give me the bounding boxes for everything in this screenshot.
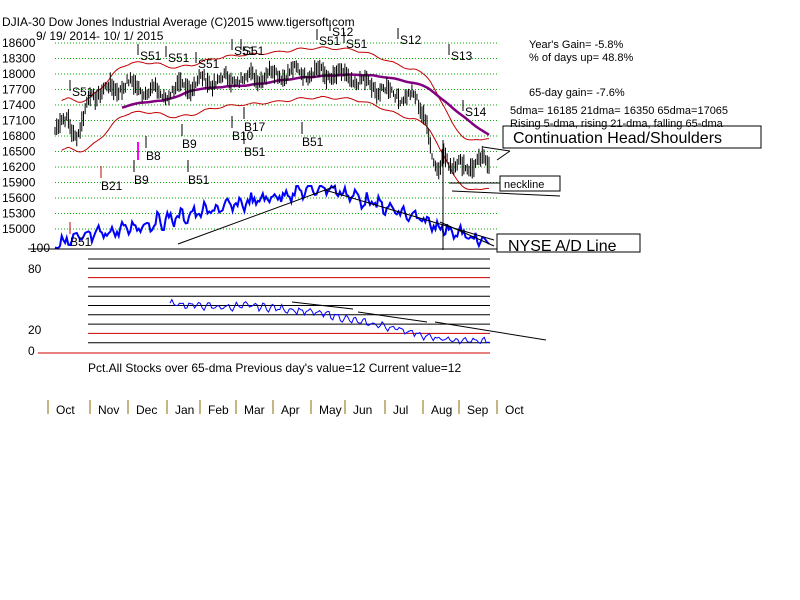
buy-signal-label: B51	[302, 135, 324, 149]
price-tick-label: 15300	[2, 207, 36, 221]
pct-trend-b	[357, 311, 428, 323]
month-label: Mar	[244, 403, 265, 417]
buy-signal-label: B51	[244, 145, 266, 159]
pattern-callout-box	[502, 125, 762, 149]
pct-trend-a	[291, 301, 354, 310]
ad-lower-line	[439, 221, 495, 247]
buy-signal-label: B51	[70, 235, 92, 249]
sell-signal-label: S14	[465, 105, 487, 119]
price-bars	[54, 59, 490, 180]
sell-signal-label: S51	[72, 85, 94, 99]
price-bottom-label: 100	[30, 241, 50, 255]
lower-callout-line	[451, 190, 561, 197]
month-axis: Oct Nov Dec Jan Feb Mar Apr May Jun Jul Aug Sep Oct	[47, 400, 524, 417]
month-label: May	[319, 403, 342, 417]
pattern-callout-text: Continuation Head/Shoulders	[513, 130, 722, 147]
lower-tick-label: 0	[28, 344, 35, 358]
sell-signal-label: S51	[319, 34, 341, 48]
price-tick-label: 17400	[2, 98, 36, 112]
month-label: Jul	[393, 403, 408, 417]
date-range: 9/ 19/ 2014- 10/ 1/ 2015	[36, 29, 164, 43]
month-label: Jun	[353, 403, 372, 417]
sell-signal-label: S13	[451, 49, 473, 63]
price-tick-label: 15600	[2, 191, 36, 205]
price-tick-label: 18300	[2, 52, 36, 66]
sell-signal-label: S51	[198, 57, 220, 71]
month-label: Nov	[98, 403, 119, 417]
sell-signal-label: S51	[140, 49, 162, 63]
upper-band-line	[61, 46, 489, 141]
pct-trend-c	[434, 321, 547, 341]
buy-signal-label: B9	[134, 173, 149, 187]
buy-signal-label: B17	[244, 120, 266, 134]
month-label: Sep	[467, 403, 489, 417]
ad-uptrend-line	[177, 185, 337, 245]
head-shoulder-line-b	[496, 150, 511, 161]
ad-downtrend-line	[324, 189, 495, 241]
lower-band-line	[61, 96, 489, 191]
neckline-label: neckline	[504, 179, 544, 191]
gain-65day: 65-day gain= -7.6%	[529, 87, 625, 99]
buy-signal-label: B51	[188, 173, 210, 187]
month-label: Oct	[505, 403, 524, 417]
dma-values: 5dma= 16185 21dma= 16350 65dma=17065	[510, 105, 728, 117]
ad-line	[54, 183, 490, 249]
price-tick-label: 16500	[2, 145, 36, 159]
chart-title: DJIA-30 Dow Jones Industrial Average (C)…	[2, 15, 355, 29]
buy-signal-label: B21	[101, 179, 123, 193]
lower-tick-label: 80	[28, 262, 42, 276]
buy-signal-label: B10	[232, 129, 254, 143]
sell-signal-label: S12	[400, 33, 422, 47]
sell-signal-label: S51	[346, 37, 368, 51]
sell-signal-label: S51	[243, 44, 265, 58]
month-label: Aug	[431, 403, 452, 417]
price-tick-label: 16800	[2, 129, 36, 143]
price-tick-label: 16200	[2, 160, 36, 174]
lower-axis: 80 20 0	[28, 262, 42, 358]
lower-panel: 80 20 0 Pct.All Stocks over 65-dma Previou…	[28, 258, 547, 375]
lower-caption: Pct.All Stocks over 65-dma Previous day'…	[88, 361, 461, 375]
ma65-line	[121, 73, 490, 136]
month-label: Dec	[136, 403, 157, 417]
lower-tick-label: 20	[28, 323, 42, 337]
pct-over-65dma-line	[169, 298, 491, 345]
dma-trend: Rising 5-dma, rising 21-dma, falling 65-…	[510, 118, 724, 130]
sell-signal-label: S51	[234, 44, 256, 58]
head-shoulder-line-a	[482, 146, 511, 152]
month-label: Feb	[208, 403, 229, 417]
price-tick-label: 18000	[2, 67, 36, 81]
neckline-box	[499, 175, 561, 192]
buy-signal-label: B9	[182, 137, 197, 151]
years-gain: Year's Gain= -5.8%	[529, 39, 624, 51]
buy-signal-label: B8	[146, 149, 161, 163]
price-tick-label: 15000	[2, 222, 36, 236]
pct-days-up: % of days up= 48.8%	[529, 52, 633, 64]
price-tick-label: 17100	[2, 114, 36, 128]
month-label: Jan	[175, 403, 194, 417]
price-tick-label: 15900	[2, 176, 36, 190]
sell-signal-label: S12	[332, 25, 354, 39]
month-label: Apr	[281, 403, 300, 417]
price-tick-label: 18600	[2, 36, 36, 50]
price-tick-label: 17700	[2, 83, 36, 97]
ad-line-callout-box	[496, 233, 641, 253]
month-label: Oct	[56, 403, 75, 417]
lower-gridlines	[38, 258, 490, 354]
ad-line-callout-text: NYSE A/D Line	[508, 238, 617, 255]
sell-signal-label: S51	[168, 51, 190, 65]
